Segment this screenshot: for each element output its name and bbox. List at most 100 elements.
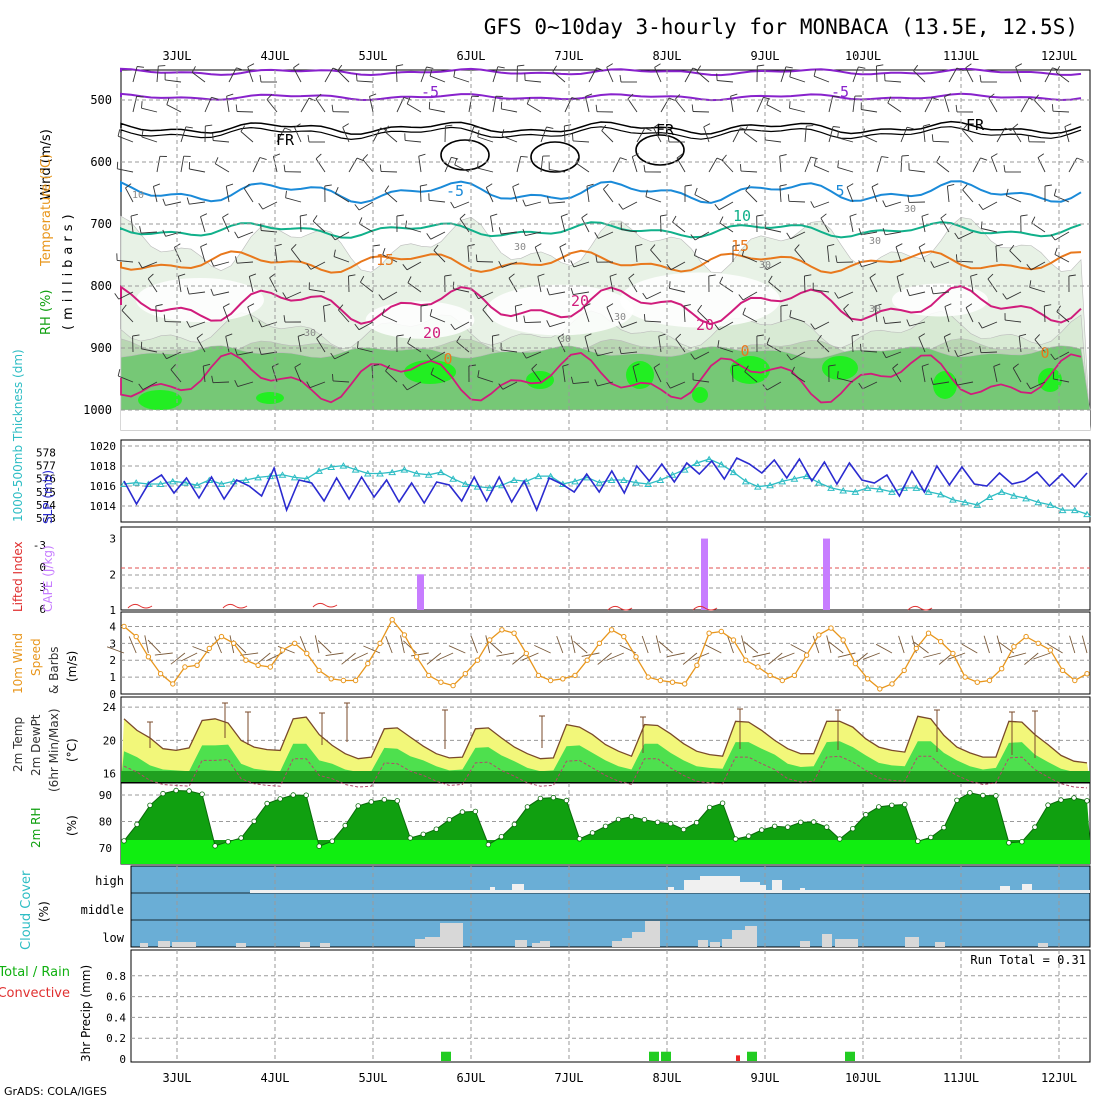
wind-barb [180, 156, 185, 173]
wind-barb [261, 321, 278, 328]
wind-barb-flag [482, 304, 488, 311]
wind-barb-flag [965, 63, 972, 69]
isotherm-label: -5 [446, 182, 464, 200]
wind-barb-flag [234, 380, 239, 387]
wind-barb [512, 186, 518, 203]
wind10-barb [875, 643, 893, 654]
wind-barb [789, 316, 806, 323]
sfc-slp-label: SLP (mb) [41, 470, 55, 524]
wind-barb-flag [158, 65, 166, 67]
rh-clearing [136, 278, 264, 322]
wind-barb-flag [300, 214, 308, 217]
wind-barb [744, 371, 758, 383]
thickness-point [693, 459, 701, 467]
wind-barb-flag [794, 244, 800, 251]
wind-barb-flag [121, 304, 127, 311]
wind-barb-flag [595, 255, 598, 263]
temp2m-label-b: 2m DewPt [29, 714, 43, 776]
wind-barb [247, 306, 254, 323]
wind-barb [405, 139, 422, 143]
rh2m-point [485, 841, 492, 848]
wind10-ytick: 3 [109, 637, 116, 650]
wind-barb-flag [895, 243, 903, 248]
wind-barb-flag [330, 352, 335, 360]
wind-barb [957, 351, 974, 357]
wind-barb [972, 157, 981, 173]
isotherm-label: 15 [731, 237, 749, 255]
wind-barb-flag [887, 96, 892, 104]
wind-barb [357, 347, 374, 353]
wind-barb-flag [583, 303, 591, 308]
wind-barb-flag [786, 354, 792, 361]
thickness-point [814, 479, 823, 486]
wind-barb-flag [828, 364, 836, 367]
rh2m-point [472, 808, 479, 815]
wind-barb-flag [522, 351, 527, 359]
wind10-barb [727, 635, 734, 654]
wind-barb [838, 291, 854, 299]
precip-bar [747, 1051, 757, 1061]
wind-barb [1030, 381, 1046, 390]
wind-barb [369, 96, 374, 113]
wind-barb [385, 370, 398, 383]
rh2m-base-fill [121, 840, 1090, 864]
wind-barb-flag [693, 248, 697, 256]
wind10-speed-point [401, 632, 408, 638]
wind-barb [202, 366, 206, 383]
wind-barb-flag [658, 333, 666, 337]
wind-barb-flag [858, 228, 862, 235]
wind-barb-flag [186, 197, 190, 205]
wind-barb-flag [297, 333, 305, 337]
wind-barb-flag [338, 304, 344, 311]
wind-barb-flag [348, 274, 356, 277]
wind-barb [225, 186, 230, 203]
wind-barb [573, 261, 590, 268]
wind-barb [552, 71, 566, 83]
wind10-barb [837, 652, 856, 658]
wind10-barb [256, 652, 271, 665]
wind-barb-flag [247, 303, 255, 308]
wind10-speed-point [157, 671, 164, 677]
wind-barb [717, 80, 734, 83]
rh2m-point [498, 834, 505, 840]
wind-barb-flag [978, 321, 983, 329]
wind-barb-flag [356, 157, 364, 162]
thickness-point [766, 481, 774, 489]
wind-barb-flag [1012, 363, 1019, 369]
rh2m-point [576, 836, 583, 842]
wind-barb [1054, 195, 1070, 203]
isotherm-minus5-top [120, 67, 1082, 77]
wind10-barb [1033, 652, 1051, 660]
wind-barb-flag [810, 201, 815, 208]
rh2m-point [459, 809, 466, 815]
wind-barb [944, 96, 950, 113]
wind-barb-flag [694, 187, 698, 195]
date-label-top: 6JUL [457, 49, 486, 63]
wind-barb [117, 135, 134, 143]
wind-barb-flag [498, 260, 503, 268]
temp2m-base-fill-top [121, 771, 1090, 782]
rh2m-ytick: 80 [99, 816, 112, 829]
wind-barb [290, 249, 302, 263]
wind-barb-flag [932, 97, 939, 101]
wind-barb-flag [940, 213, 947, 219]
wind10-barb [996, 635, 1003, 654]
wind-barb-flag [995, 244, 1003, 247]
upper-ytick: 1000 [83, 403, 112, 417]
wind-barb-flag [906, 126, 914, 130]
thickness-ytick: 577 [36, 460, 56, 473]
wind10-panel-frame [120, 611, 1091, 695]
wind10-barb [790, 644, 807, 654]
wind-barb [717, 346, 734, 353]
wind-barb [694, 194, 710, 203]
thickness-point [827, 484, 835, 491]
wind-barb-flag [354, 323, 360, 330]
wind-barb [965, 307, 974, 323]
wind10-units: (m/s) [65, 651, 79, 682]
wind-barb-flag [785, 66, 793, 69]
wind-barb-flag [396, 64, 404, 67]
wind10-barb [448, 645, 466, 654]
cloud-level-label: low [102, 931, 124, 945]
cloud-low-bar [172, 942, 196, 947]
wind-barb-flag [163, 314, 166, 322]
